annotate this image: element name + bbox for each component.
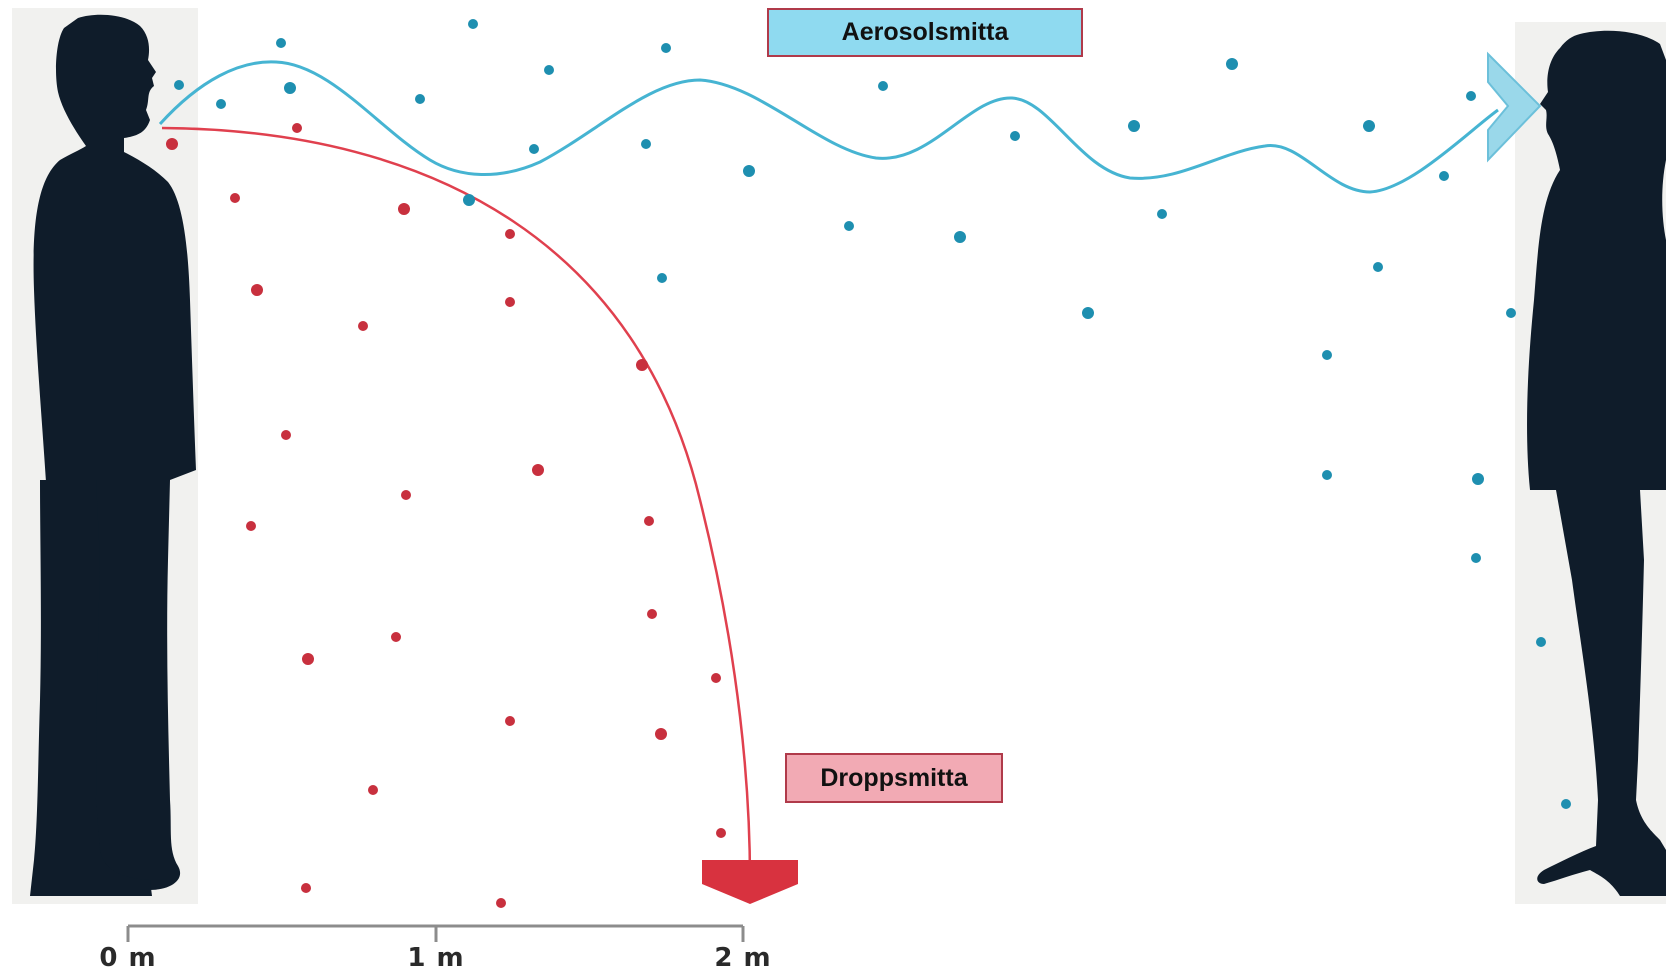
- aerosol-particle: [1373, 262, 1383, 272]
- aerosol-particle: [529, 144, 539, 154]
- droplet-particle: [716, 828, 726, 838]
- aerosol-particle: [216, 99, 226, 109]
- droplet-particle: [301, 883, 311, 893]
- droplet-particle: [505, 297, 515, 307]
- aerosol-arrowhead: [1487, 51, 1542, 163]
- aerosol-particle: [661, 43, 671, 53]
- aerosol-particle: [544, 65, 554, 75]
- droplet-particle: [398, 203, 410, 215]
- aerosol-particle: [954, 231, 966, 243]
- aerosol-particle: [1506, 308, 1516, 318]
- droplet-particle: [401, 490, 411, 500]
- droplet-particle: [711, 673, 721, 683]
- aerosol-particle: [641, 139, 651, 149]
- distance-scale-bar: [126, 924, 745, 942]
- scale-tick-label-0m: 0 m: [99, 943, 157, 973]
- aerosol-particle: [1082, 307, 1094, 319]
- droplet-particle: [496, 898, 506, 908]
- aerosol-particle: [276, 38, 286, 48]
- aerosol-particle: [174, 80, 184, 90]
- aerosol-particle: [743, 165, 755, 177]
- aerosol-particle: [1322, 350, 1332, 360]
- droplet-particle: [358, 321, 368, 331]
- droplet-particle: [230, 193, 240, 203]
- droplet-particle: [644, 516, 654, 526]
- woman-silhouette: [1527, 30, 1666, 896]
- aerosol-particle: [463, 194, 475, 206]
- droplet-particle: [505, 229, 515, 239]
- man-silhouette: [30, 14, 196, 896]
- droplet-particle: [391, 632, 401, 642]
- droplet-particle: [647, 609, 657, 619]
- aerosol-particle: [844, 221, 854, 231]
- aerosol-particle: [1472, 473, 1484, 485]
- droplet-arrowhead: [702, 860, 798, 904]
- aerosol-particle: [1010, 131, 1020, 141]
- aerosol-particle: [1128, 120, 1140, 132]
- aerosol-particle: [1536, 637, 1546, 647]
- aerosol-particle: [1226, 58, 1238, 70]
- droplet-transmission-path: [161, 126, 752, 881]
- droplet-particle: [292, 123, 302, 133]
- droplet-particles: [166, 123, 726, 908]
- droplet-particle: [655, 728, 667, 740]
- aerosol-particle: [468, 19, 478, 29]
- aerosol-particle: [1157, 209, 1167, 219]
- scale-tick-label-1m: 1 m: [407, 943, 465, 973]
- aerosol-particles: [174, 19, 1571, 809]
- aerosol-particle: [1466, 91, 1476, 101]
- droplet-particle: [505, 716, 515, 726]
- droplet-particle: [368, 785, 378, 795]
- droplet-particle: [166, 138, 178, 150]
- droplet-particle: [532, 464, 544, 476]
- droplet-particle: [246, 521, 256, 531]
- scale-tick-label-2m: 2 m: [714, 943, 772, 973]
- droplet-transmission-label: Droppsmitta: [785, 753, 1003, 803]
- aerosol-particle: [284, 82, 296, 94]
- aerosol-particle: [415, 94, 425, 104]
- aerosol-particle: [1439, 171, 1449, 181]
- aerosol-particle: [1471, 553, 1481, 563]
- aerosol-particle: [1363, 120, 1375, 132]
- aerosol-transmission-path: [158, 60, 1499, 194]
- aerosol-transmission-label: Aerosolsmitta: [767, 8, 1083, 57]
- aerosol-particle: [657, 273, 667, 283]
- aerosol-particle: [878, 81, 888, 91]
- droplet-particle: [302, 653, 314, 665]
- droplet-particle: [281, 430, 291, 440]
- aerosol-particle: [1322, 470, 1332, 480]
- aerosol-particle: [1561, 799, 1571, 809]
- droplet-particle: [636, 359, 648, 371]
- droplet-particle: [251, 284, 263, 296]
